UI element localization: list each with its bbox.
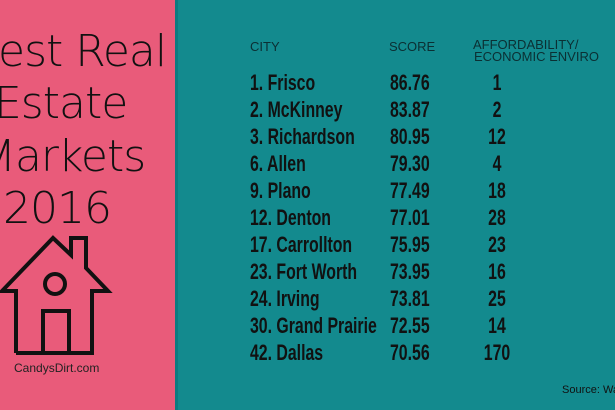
table-row: 3. Richardson 80.95 12 xyxy=(0,124,615,150)
table-row: 1. Frisco 86.76 1 xyxy=(0,70,615,96)
header-city: CITY xyxy=(250,39,280,54)
table-row: 23. Fort Worth 73.95 16 xyxy=(0,259,615,285)
table-row: 42. Dallas 70.56 170 xyxy=(0,340,615,366)
city-name: 23. Fort Worth xyxy=(250,259,358,284)
score-value: 86.76 xyxy=(390,70,430,95)
affordability-rank: 1 xyxy=(492,70,502,95)
city-name: 30. Grand Prairie xyxy=(250,313,377,338)
affordability-rank: 23 xyxy=(488,232,506,257)
score-value: 73.95 xyxy=(390,259,430,284)
header-affordability-2: ECONOMIC ENVIRO xyxy=(474,49,599,64)
house-icon xyxy=(0,235,113,355)
title-line-4: 2016 xyxy=(3,183,112,234)
city-name: 6. Allen xyxy=(250,151,306,176)
affordability-rank: 18 xyxy=(488,178,506,203)
score-value: 77.01 xyxy=(390,205,430,230)
table-row: 12. Denton 77.01 28 xyxy=(0,205,615,231)
score-value: 75.95 xyxy=(390,232,430,257)
title-line-1: est Real xyxy=(0,26,167,77)
divider xyxy=(175,0,178,410)
score-value: 80.95 xyxy=(390,124,430,149)
city-name: 9. Plano xyxy=(250,178,311,203)
score-value: 70.56 xyxy=(390,340,430,365)
header-score: SCORE xyxy=(389,39,436,54)
title-line-2: Estate xyxy=(0,78,128,129)
affordability-rank: 16 xyxy=(488,259,506,284)
source-note: Source: Wa xyxy=(562,384,615,396)
city-name: 3. Richardson xyxy=(250,124,355,149)
affordability-rank: 170 xyxy=(483,340,511,365)
title-line-3: Markets xyxy=(0,131,146,182)
table-row: 9. Plano 77.49 18 xyxy=(0,178,615,204)
table-row: 6. Allen 79.30 4 xyxy=(0,151,615,177)
score-value: 73.81 xyxy=(390,286,430,311)
title-panel: est Real Estate Markets 2016 CandysDirt.… xyxy=(0,0,175,410)
affordability-rank: 14 xyxy=(488,313,506,338)
city-name: 12. Denton xyxy=(250,205,331,230)
table-row: 24. Irving 73.81 25 xyxy=(0,286,615,312)
table-row: 30. Grand Prairie 72.55 14 xyxy=(0,313,615,339)
table-row: 2. McKinney 83.87 2 xyxy=(0,97,615,123)
affordability-rank: 28 xyxy=(488,205,506,230)
city-name: 17. Carrollton xyxy=(250,232,353,257)
score-value: 79.30 xyxy=(390,151,430,176)
affordability-rank: 12 xyxy=(488,124,506,149)
affordability-rank: 2 xyxy=(492,97,502,122)
site-credit: CandysDirt.com xyxy=(14,361,100,375)
affordability-rank: 4 xyxy=(492,151,502,176)
score-value: 72.55 xyxy=(390,313,430,338)
city-name: 1. Frisco xyxy=(250,70,316,95)
score-value: 83.87 xyxy=(390,97,430,122)
city-name: 24. Irving xyxy=(250,286,320,311)
city-name: 42. Dallas xyxy=(250,340,324,365)
table-row: 17. Carrollton 75.95 23 xyxy=(0,232,615,258)
city-name: 2. McKinney xyxy=(250,97,343,122)
header-affordability-1: AFFORDABILITY/ xyxy=(473,37,579,52)
score-value: 77.49 xyxy=(390,178,430,203)
affordability-rank: 25 xyxy=(488,286,506,311)
